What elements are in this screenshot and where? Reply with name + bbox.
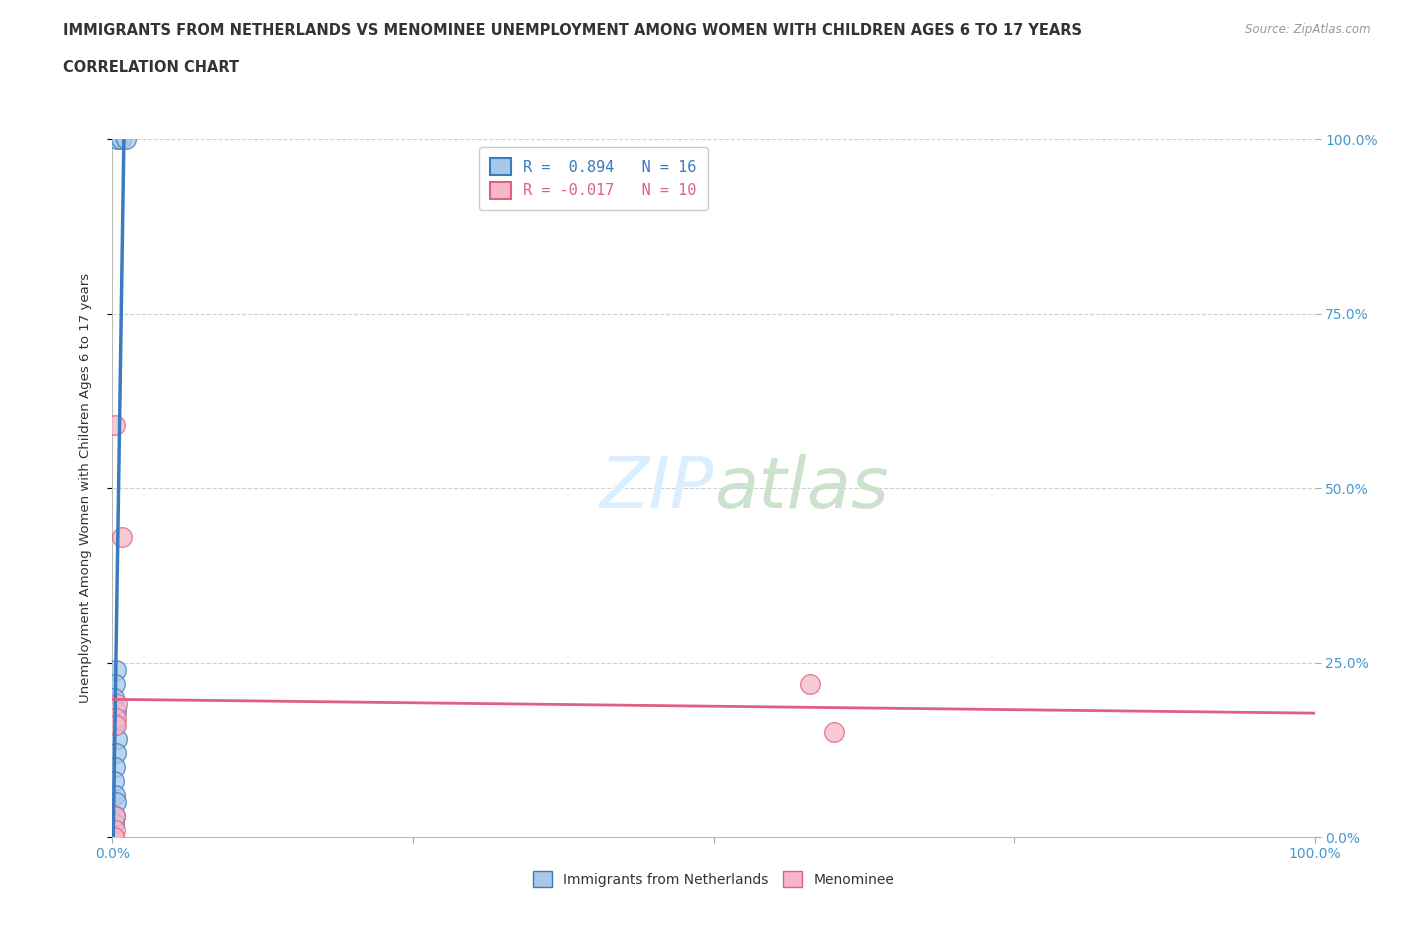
Point	[104, 718, 127, 733]
Point	[103, 830, 125, 844]
Point	[104, 760, 127, 775]
Point	[103, 690, 125, 705]
Point	[105, 794, 128, 809]
Point	[105, 711, 128, 725]
Text: CORRELATION CHART: CORRELATION CHART	[63, 60, 239, 75]
Point	[104, 809, 127, 824]
Point	[104, 418, 127, 433]
Point	[103, 774, 125, 789]
Point	[105, 704, 128, 719]
Point	[104, 676, 127, 691]
Point	[105, 698, 128, 712]
Text: Source: ZipAtlas.com: Source: ZipAtlas.com	[1246, 23, 1371, 36]
Point	[104, 823, 127, 838]
Point	[105, 662, 128, 677]
Text: IMMIGRANTS FROM NETHERLANDS VS MENOMINEE UNEMPLOYMENT AMONG WOMEN WITH CHILDREN : IMMIGRANTS FROM NETHERLANDS VS MENOMINEE…	[63, 23, 1083, 38]
Point	[114, 132, 136, 147]
Point	[104, 788, 127, 803]
Y-axis label: Unemployment Among Women with Children Ages 6 to 17 years: Unemployment Among Women with Children A…	[79, 273, 91, 703]
Point	[105, 746, 128, 761]
Point	[823, 725, 845, 740]
Point	[105, 132, 128, 147]
Point	[799, 676, 821, 691]
Text: ZIP: ZIP	[599, 454, 713, 523]
Point	[103, 816, 125, 830]
Point	[111, 530, 134, 545]
Text: atlas: atlas	[713, 454, 889, 523]
Point	[104, 809, 127, 824]
Point	[105, 718, 128, 733]
Legend: Immigrants from Netherlands, Menominee: Immigrants from Netherlands, Menominee	[527, 866, 900, 893]
Point	[105, 732, 128, 747]
Point	[110, 132, 132, 147]
